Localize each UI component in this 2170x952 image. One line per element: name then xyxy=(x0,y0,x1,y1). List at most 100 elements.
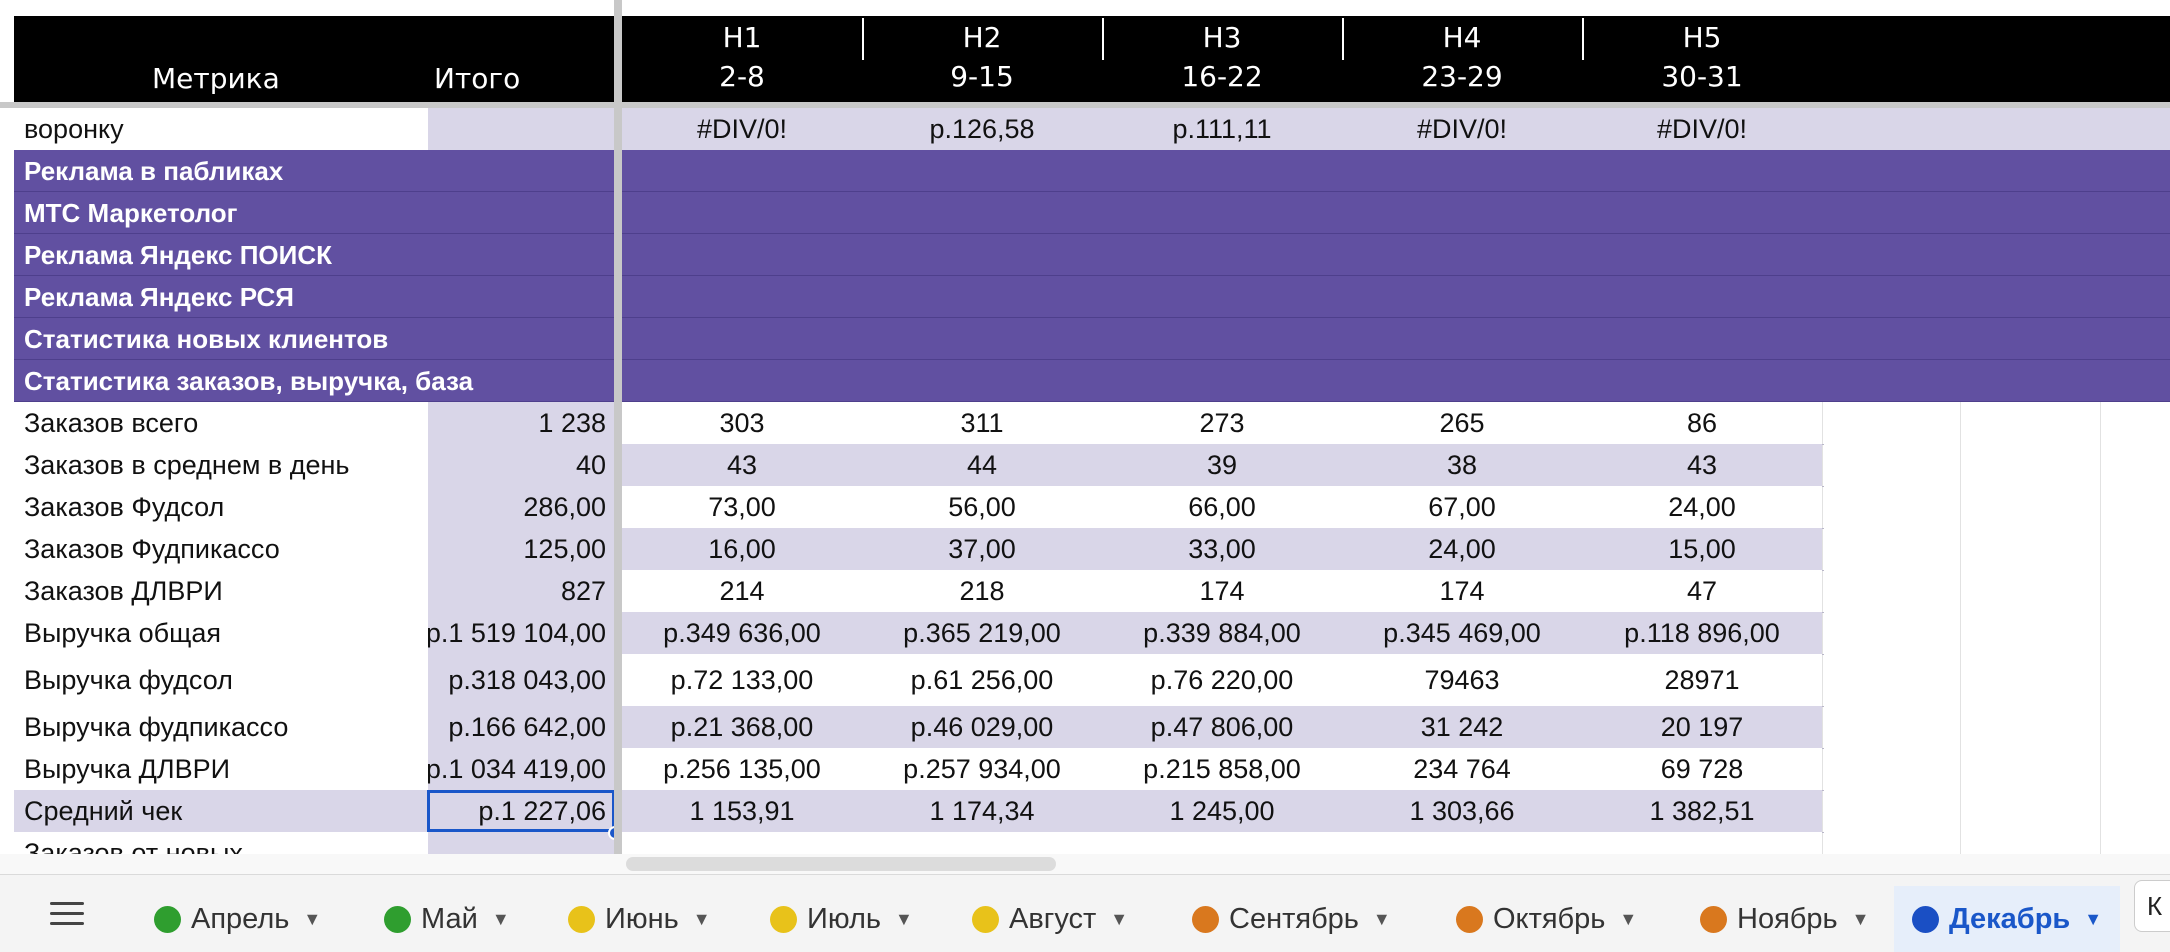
data-row-9-value[interactable]: р.215 858,00 xyxy=(1102,748,1342,790)
data-row-2-value[interactable]: 43 xyxy=(1582,444,1822,486)
data-row-2-value[interactable]: 44 xyxy=(862,444,1102,486)
week-range: 2-8 xyxy=(719,60,765,93)
funnel-row-value[interactable]: р.126,58 xyxy=(862,108,1102,150)
data-row-10-total[interactable]: р.1 227,06 xyxy=(428,790,614,832)
data-row-6-total[interactable]: р.1 519 104,00 xyxy=(428,612,614,654)
data-row-10-value[interactable]: 1 245,00 xyxy=(1102,790,1342,832)
data-row-11-value[interactable] xyxy=(622,832,862,854)
data-row-3-total[interactable]: 286,00 xyxy=(428,486,614,528)
data-row-2-value[interactable]: 43 xyxy=(622,444,862,486)
data-row-11-value[interactable] xyxy=(1582,832,1822,854)
data-row-11-total[interactable] xyxy=(428,832,614,854)
data-row-6-value[interactable]: р.345 469,00 xyxy=(1342,612,1582,654)
data-row-10-value[interactable]: 1 174,34 xyxy=(862,790,1102,832)
data-row-8-value[interactable]: 20 197 xyxy=(1582,706,1822,748)
funnel-row-total[interactable] xyxy=(428,108,614,150)
data-row-1-total[interactable]: 1 238 xyxy=(428,402,614,444)
sheet-tab-8[interactable]: Ноябрь ▼ xyxy=(1700,886,1869,952)
data-row-2-value[interactable]: 38 xyxy=(1342,444,1582,486)
funnel-row-value[interactable]: #DIV/0! xyxy=(1342,108,1582,150)
data-row-3-value[interactable]: 73,00 xyxy=(622,486,862,528)
spreadsheet-grid[interactable]: воронку #DIV/0! р.126,58 р.111,11 #DIV/0! #DI… xyxy=(0,0,2170,854)
data-row-7-value[interactable]: 28971 xyxy=(1582,654,1822,706)
all-sheets-menu-icon[interactable] xyxy=(50,902,84,930)
data-row-5-total[interactable]: 827 xyxy=(428,570,614,612)
data-row-8-value[interactable]: р.47 806,00 xyxy=(1102,706,1342,748)
data-row-1-value[interactable]: 86 xyxy=(1582,402,1822,444)
data-row-6-value[interactable]: р.349 636,00 xyxy=(622,612,862,654)
sheet-tab-4[interactable]: Июль ▼ xyxy=(770,886,913,952)
data-row-1-value[interactable]: 311 xyxy=(862,402,1102,444)
sheet-tab-9[interactable]: Декабрь ▼ xyxy=(1894,886,2121,952)
chevron-down-icon[interactable]: ▼ xyxy=(1619,908,1638,929)
chevron-down-icon[interactable]: ▼ xyxy=(692,908,711,929)
data-row-2-value[interactable]: 39 xyxy=(1102,444,1342,486)
data-row-1-value[interactable]: 265 xyxy=(1342,402,1582,444)
data-row-5-value[interactable]: 47 xyxy=(1582,570,1822,612)
sheet-tab-6[interactable]: Сентябрь ▼ xyxy=(1192,886,1391,952)
chevron-down-icon[interactable]: ▼ xyxy=(1372,908,1391,929)
sheet-tab-2[interactable]: Май ▼ xyxy=(384,886,510,952)
data-row-9-total[interactable]: р.1 034 419,00 xyxy=(428,748,614,790)
data-row-11-value[interactable] xyxy=(862,832,1102,854)
data-row-3-value[interactable]: 24,00 xyxy=(1582,486,1822,528)
data-row-6-value[interactable]: р.365 219,00 xyxy=(862,612,1102,654)
data-row-7-value[interactable]: р.61 256,00 xyxy=(862,654,1102,706)
data-row-4-value[interactable]: 15,00 xyxy=(1582,528,1822,570)
data-row-8-value[interactable]: р.46 029,00 xyxy=(862,706,1102,748)
data-row-4-value[interactable]: 16,00 xyxy=(622,528,862,570)
data-row-2-total[interactable]: 40 xyxy=(428,444,614,486)
sheet-tab-7[interactable]: Октябрь ▼ xyxy=(1456,886,1637,952)
data-row-5-value[interactable]: 218 xyxy=(862,570,1102,612)
data-row-1-value[interactable]: 273 xyxy=(1102,402,1342,444)
tab-label: Август xyxy=(1009,902,1097,935)
week-header-1: Н1 2-8 xyxy=(622,18,862,96)
sheet-tab-1[interactable]: Апрель ▼ xyxy=(154,886,321,952)
data-row-10-value[interactable]: 1 303,66 xyxy=(1342,790,1582,832)
data-row-7-value[interactable]: р.72 133,00 xyxy=(622,654,862,706)
horizontal-scrollbar[interactable] xyxy=(0,854,2170,874)
data-row-8-value[interactable]: р.21 368,00 xyxy=(622,706,862,748)
sheet-tab-3[interactable]: Июнь ▼ xyxy=(568,886,711,952)
chevron-down-icon[interactable]: ▼ xyxy=(895,908,913,929)
data-row-6-value[interactable]: р.118 896,00 xyxy=(1582,612,1822,654)
data-row-6-value[interactable]: р.339 884,00 xyxy=(1102,612,1342,654)
data-row-4-value[interactable]: 33,00 xyxy=(1102,528,1342,570)
week-divider xyxy=(1582,18,1584,60)
data-row-11-value[interactable] xyxy=(1102,832,1342,854)
horizontal-scrollbar-thumb[interactable] xyxy=(626,857,1056,871)
data-row-3-value[interactable]: 66,00 xyxy=(1102,486,1342,528)
data-row-8-value[interactable]: 31 242 xyxy=(1342,706,1582,748)
data-row-4-total[interactable]: 125,00 xyxy=(428,528,614,570)
funnel-row-value[interactable]: р.111,11 xyxy=(1102,108,1342,150)
data-row-5-value[interactable]: 174 xyxy=(1102,570,1342,612)
funnel-row-value[interactable]: #DIV/0! xyxy=(1582,108,1822,150)
data-row-7-total[interactable]: р.318 043,00 xyxy=(428,654,614,706)
data-row-5-value[interactable]: 174 xyxy=(1342,570,1582,612)
data-row-7-value[interactable]: 79463 xyxy=(1342,654,1582,706)
chevron-down-icon[interactable]: ▼ xyxy=(2084,908,2103,929)
sheet-tab-5[interactable]: Август ▼ xyxy=(972,886,1128,952)
data-row-9-value[interactable]: р.257 934,00 xyxy=(862,748,1102,790)
data-row-9-value[interactable]: 234 764 xyxy=(1342,748,1582,790)
data-row-10-value[interactable]: 1 382,51 xyxy=(1582,790,1822,832)
data-row-4-value[interactable]: 37,00 xyxy=(862,528,1102,570)
section-divider xyxy=(14,401,2170,402)
chevron-down-icon[interactable]: ▼ xyxy=(303,908,322,929)
data-row-5-value[interactable]: 214 xyxy=(622,570,862,612)
data-row-11-value[interactable] xyxy=(1342,832,1582,854)
data-row-3-value[interactable]: 67,00 xyxy=(1342,486,1582,528)
chevron-down-icon[interactable]: ▼ xyxy=(1110,908,1129,929)
data-row-9-value[interactable]: 69 728 xyxy=(1582,748,1822,790)
data-row-7-value[interactable]: р.76 220,00 xyxy=(1102,654,1342,706)
chevron-down-icon[interactable]: ▼ xyxy=(491,908,510,929)
data-row-4-value[interactable]: 24,00 xyxy=(1342,528,1582,570)
data-row-10-value[interactable]: 1 153,91 xyxy=(622,790,862,832)
data-row-9-value[interactable]: р.256 135,00 xyxy=(622,748,862,790)
data-row-3-value[interactable]: 56,00 xyxy=(862,486,1102,528)
chevron-down-icon[interactable]: ▼ xyxy=(1851,908,1870,929)
tab-label: Октябрь xyxy=(1493,902,1606,935)
data-row-1-value[interactable]: 303 xyxy=(622,402,862,444)
funnel-row-value[interactable]: #DIV/0! xyxy=(622,108,862,150)
data-row-8-total[interactable]: р.166 642,00 xyxy=(428,706,614,748)
